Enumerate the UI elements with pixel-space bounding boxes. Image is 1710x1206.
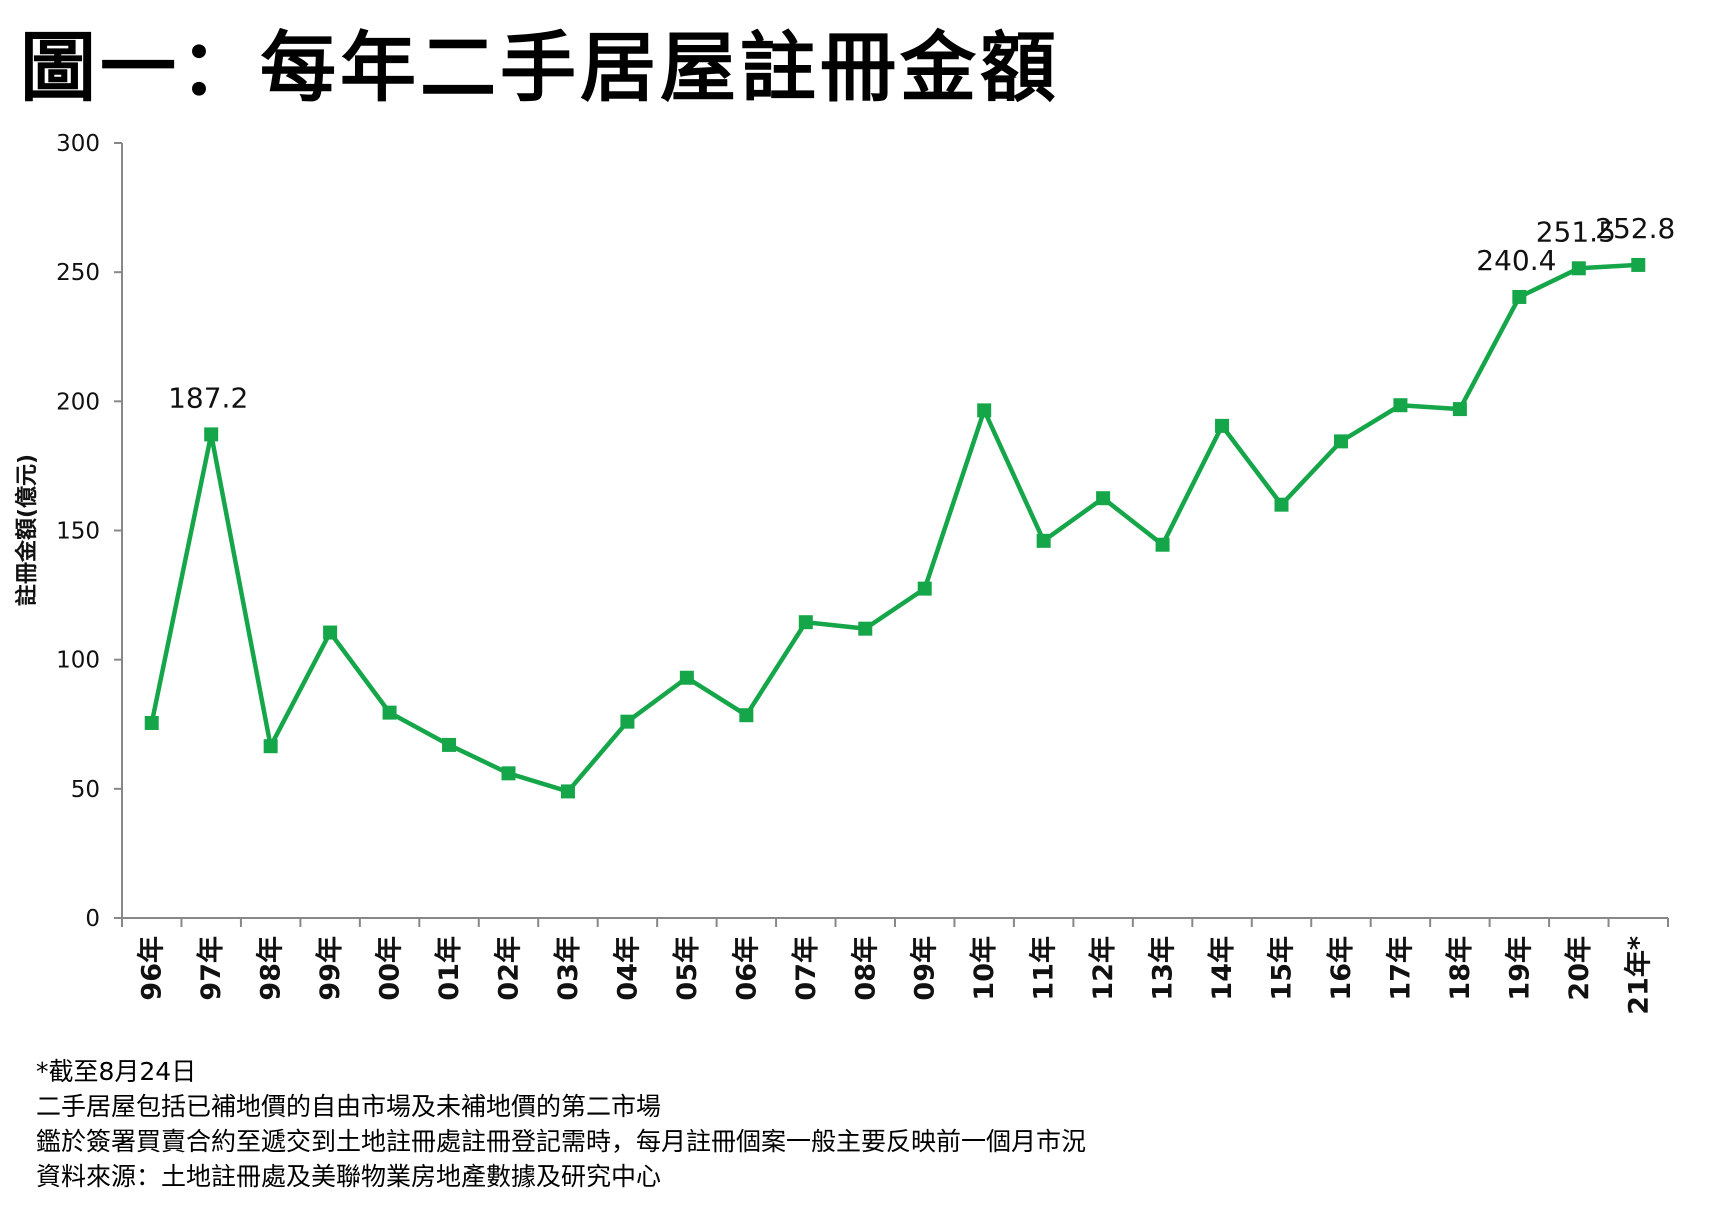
series-line: [149, 262, 1639, 794]
footnote-definition: 二手居屋包括已補地價的自由市場及未補地價的第二市場: [36, 1092, 662, 1121]
data-label: 187.2: [168, 381, 248, 414]
y-tick-label: 300: [56, 131, 100, 157]
x-tick-label: 10年: [968, 936, 1000, 1001]
data-point: [1452, 402, 1467, 417]
x-tick-label: 12年: [1087, 936, 1119, 1001]
data-point: [1036, 533, 1051, 548]
data-point: [1274, 497, 1289, 512]
x-tick-label: 11年: [1028, 936, 1060, 1001]
x-tick-label: 96年: [136, 936, 168, 1001]
y-tick-label: 50: [71, 777, 100, 803]
x-tick-label: 21年*: [1622, 936, 1654, 1015]
y-tick-label: 200: [56, 389, 100, 415]
series-group: [144, 257, 1646, 799]
x-tick-label: 97年: [195, 936, 227, 1001]
data-point: [501, 766, 516, 781]
footnote-source: 資料來源：土地註冊處及美聯物業房地產數據及研究中心: [36, 1162, 662, 1191]
x-tick-label: 06年: [730, 936, 762, 1001]
line-chart: 0 50 100 150 200 250 300 96年 97年 98年 99年 00年 01年 02年…: [14, 131, 1675, 1015]
data-point: [977, 403, 992, 418]
data-point: [1571, 261, 1586, 276]
x-tick-label: 18年: [1444, 936, 1476, 1001]
x-tick-label: 19年: [1503, 936, 1535, 1001]
data-label: 252.8: [1595, 212, 1675, 245]
x-tick-label: 08年: [849, 936, 881, 1001]
data-point: [382, 705, 397, 720]
y-axis-ticks: 0 50 100 150 200 250 300: [56, 131, 122, 932]
x-tick-label: 02年: [493, 936, 525, 1001]
footnotes: *截至8月24日 二手居屋包括已補地價的自由市場及未補地價的第二市場 鑑於簽署買…: [36, 1054, 1086, 1194]
chart-title: 圖一：每年二手居屋註冊金額: [20, 23, 1060, 112]
data-point: [263, 739, 278, 754]
data-point: [1393, 398, 1408, 413]
data-point: [442, 737, 457, 752]
x-tick-label: 07年: [790, 936, 822, 1001]
x-tick-label: 20年: [1563, 936, 1595, 1001]
data-label: 240.4: [1476, 244, 1556, 277]
x-tick-label: 03年: [552, 936, 584, 1001]
data-point: [679, 670, 694, 685]
data-point: [144, 715, 159, 730]
data-point: [1096, 491, 1111, 506]
x-tick-label: 09年: [909, 936, 941, 1001]
x-tick-label: 14年: [1206, 936, 1238, 1001]
data-point: [739, 708, 754, 723]
x-tick-label: 98年: [255, 936, 287, 1001]
x-tick-label: 05年: [671, 936, 703, 1001]
data-point: [1215, 418, 1230, 433]
chart-axes: [121, 143, 1668, 919]
y-axis-label: 註冊金額(億元): [14, 454, 40, 606]
footnote-cutoff: *截至8月24日: [36, 1057, 197, 1086]
x-tick-label: 00年: [374, 936, 406, 1001]
y-tick-label: 250: [56, 260, 100, 286]
y-tick-label: 150: [56, 519, 100, 545]
data-point: [798, 615, 813, 630]
x-tick-label: 13年: [1147, 936, 1179, 1001]
data-point: [1333, 434, 1348, 449]
x-axis-ticks: 96年 97年 98年 99年 00年 01年 02年 03年 04年 05年 06年 07年 08年 0…: [121, 918, 1669, 1015]
data-point: [1512, 289, 1527, 304]
data-point: [204, 427, 219, 442]
data-point: [323, 625, 338, 640]
x-tick-label: 16年: [1325, 936, 1357, 1001]
data-point: [560, 784, 575, 799]
y-tick-label: 100: [56, 648, 100, 674]
footnote-timing: 鑑於簽署買賣合約至遞交到土地註冊處註冊登記需時，每月註冊個案一般主要反映前一個月…: [36, 1127, 1087, 1156]
data-point: [858, 621, 873, 636]
x-tick-label: 99年: [314, 936, 346, 1001]
data-label: 251.5: [1536, 215, 1616, 248]
x-tick-label: 01年: [433, 936, 465, 1001]
x-tick-label: 17年: [1384, 936, 1416, 1001]
x-tick-label: 04年: [611, 936, 643, 1001]
data-point: [1631, 257, 1646, 272]
y-tick-label: 0: [85, 906, 100, 932]
data-point: [1155, 537, 1170, 552]
data-point: [917, 581, 932, 596]
data-point: [620, 714, 635, 729]
x-tick-label: 15年: [1266, 936, 1298, 1001]
